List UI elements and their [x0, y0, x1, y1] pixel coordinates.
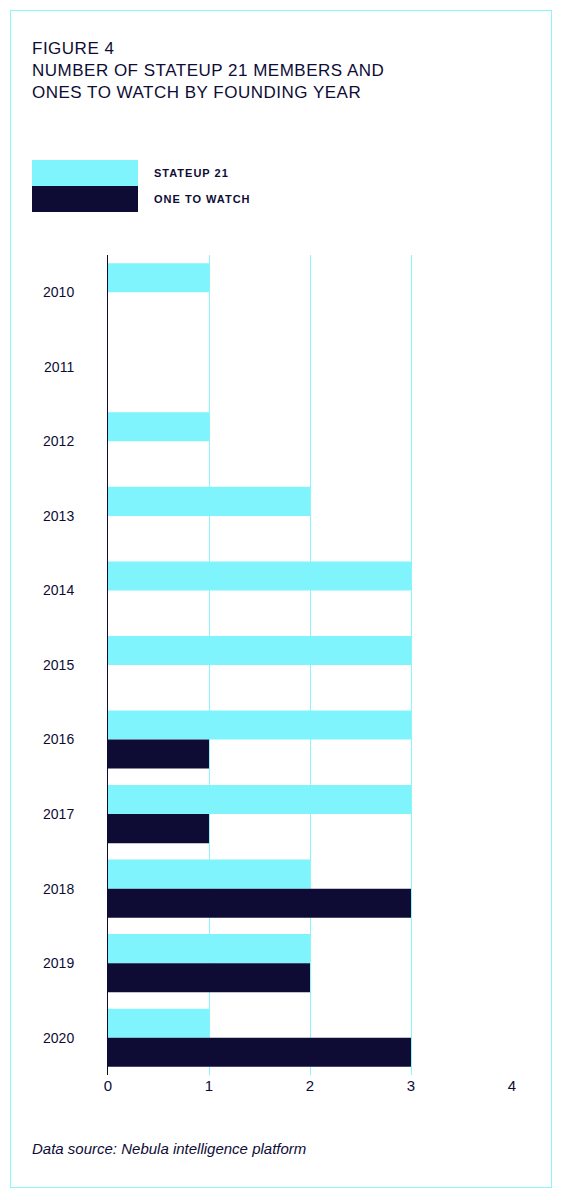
html-text:Data source: Nebula intelligen: Data source: Nebula intelligence platfor…: [32, 1140, 307, 1157]
svg-text:2018: 2018: [43, 881, 74, 897]
svg-text:2020: 2020: [43, 1030, 74, 1046]
svg-text:2013: 2013: [43, 508, 74, 524]
svg-text:2019: 2019: [43, 955, 74, 971]
svg-text:2010: 2010: [43, 284, 74, 300]
html-text:FIGURE 4: FIGURE 4: [32, 39, 115, 58]
svg-text:2011: 2011: [44, 359, 74, 375]
html-text:NUMBER OF STATEUP 21 MEMBERS A: NUMBER OF STATEUP 21 MEMBERS AND ONES TO…: [32, 61, 385, 102]
svg-text:2017: 2017: [43, 806, 74, 822]
html-text:ONE TO WATCH: ONE TO WATCH: [154, 193, 251, 205]
svg-text:1: 1: [205, 1077, 213, 1094]
html-text:STATEUP 21: STATEUP 21: [154, 167, 229, 179]
svg-text:0: 0: [104, 1077, 112, 1094]
svg-text:2: 2: [306, 1077, 314, 1094]
svg-text:3: 3: [407, 1077, 415, 1094]
svg-text:2015: 2015: [43, 657, 74, 673]
svg-text:4: 4: [508, 1077, 516, 1094]
svg-text:2012: 2012: [43, 433, 74, 449]
svg-text:2014: 2014: [43, 582, 74, 598]
svg-text:2016: 2016: [43, 731, 74, 747]
